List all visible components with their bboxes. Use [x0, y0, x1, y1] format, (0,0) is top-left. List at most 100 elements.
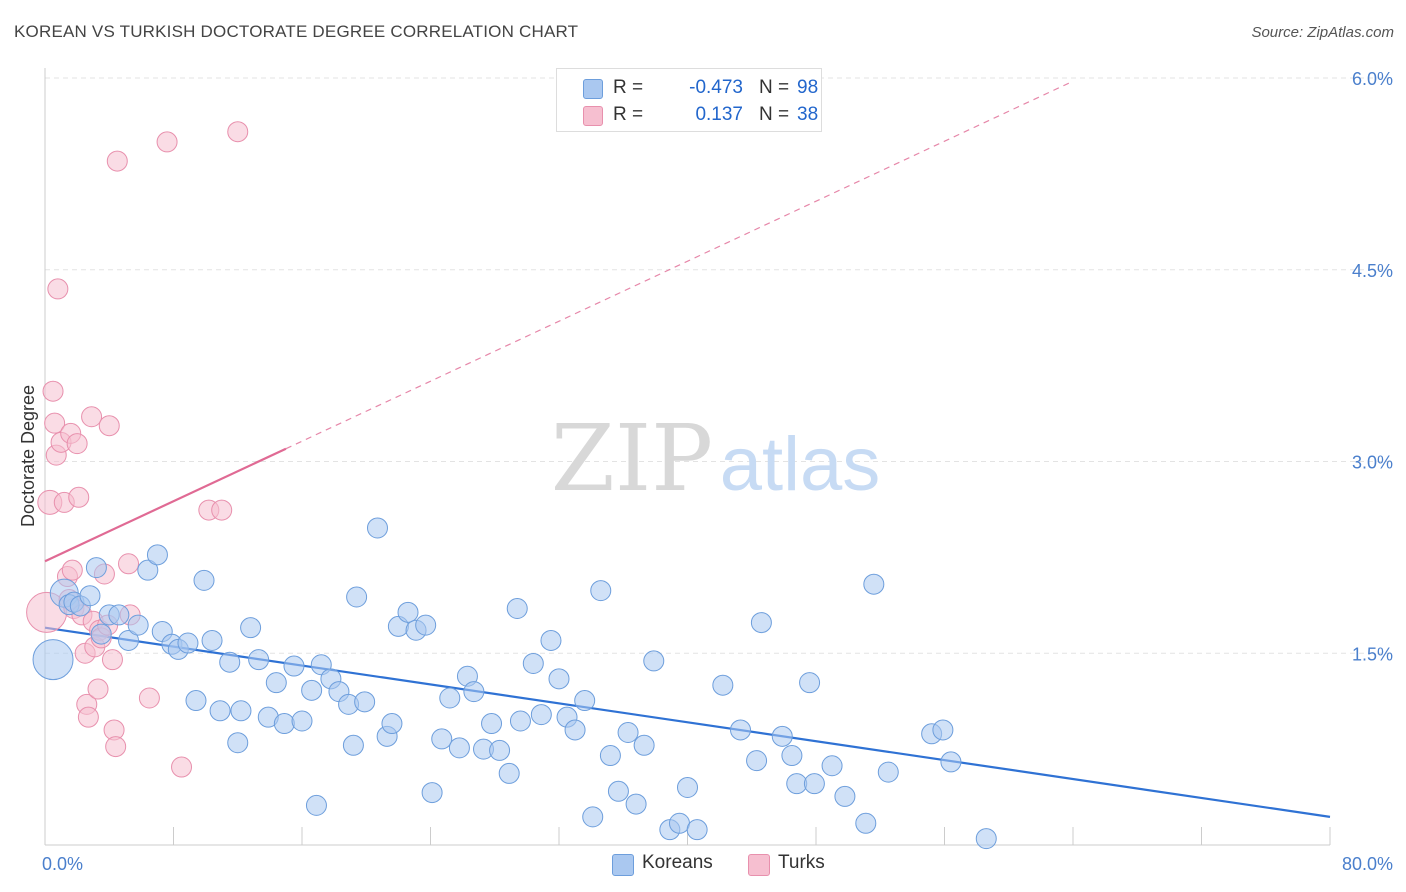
korean-point	[750, 612, 772, 634]
korean-point	[506, 598, 528, 620]
korean-point	[463, 681, 485, 703]
turk-point	[87, 678, 109, 700]
korean-point	[219, 651, 241, 673]
korean-point	[530, 704, 552, 726]
korean-swatch	[612, 854, 634, 876]
korean-point	[137, 559, 159, 581]
y-tick-label: 4.5%	[1352, 261, 1393, 281]
korean-point	[481, 713, 503, 735]
korean-point	[771, 725, 793, 747]
korean-point	[366, 517, 388, 539]
turk-point	[68, 486, 90, 508]
n-value: 38	[797, 104, 819, 125]
turk-point	[118, 553, 140, 575]
turk-point	[77, 706, 99, 728]
legend-label-turks: Turks	[778, 852, 825, 873]
n-value: 98	[797, 77, 819, 98]
turk-swatch	[748, 854, 770, 876]
korean-point	[273, 713, 295, 735]
korean-point	[127, 614, 149, 636]
korean-point	[803, 773, 825, 795]
korean-point	[746, 750, 768, 772]
korean-point	[786, 773, 808, 795]
korean-point	[863, 573, 885, 595]
korean-point	[625, 793, 647, 815]
watermark-atlas: atlas	[720, 422, 881, 507]
korean-point	[177, 632, 199, 654]
chart-title: KOREAN VS TURKISH DOCTORATE DEGREE CORRE…	[14, 22, 579, 41]
korean-point	[193, 569, 215, 591]
korean-point	[431, 728, 453, 750]
korean-point	[248, 649, 270, 671]
korean-point	[522, 652, 544, 674]
koreans-points	[32, 517, 997, 850]
korean-point	[108, 604, 130, 626]
korean-point	[821, 755, 843, 777]
turk-point	[211, 499, 233, 521]
turk-point	[81, 406, 103, 428]
korean-point	[564, 719, 586, 741]
korean-point	[230, 700, 252, 722]
korean-point	[633, 734, 655, 756]
y-tick-label: 6.0%	[1352, 69, 1393, 89]
korean-point	[85, 557, 107, 579]
korean-point	[489, 739, 511, 761]
korean-point	[397, 601, 419, 623]
turk-point	[66, 433, 88, 455]
korean-point	[607, 780, 629, 802]
korean-point	[381, 713, 403, 735]
korean-point	[975, 828, 997, 850]
korean-point	[498, 762, 520, 784]
korean-point	[574, 690, 596, 712]
turk-point	[47, 278, 69, 300]
korean-point	[617, 722, 639, 744]
korean-point	[509, 710, 531, 732]
gridlines	[45, 77, 1394, 654]
r-label: R =	[613, 104, 644, 125]
turk-point	[105, 736, 127, 758]
korean-point	[548, 668, 570, 690]
korean-point	[643, 650, 665, 672]
korean-swatch	[583, 79, 603, 99]
korean-point	[730, 719, 752, 741]
korean-point	[415, 614, 437, 636]
legend-label-koreans: Koreans	[642, 852, 713, 873]
korean-point	[301, 679, 323, 701]
watermark-zip: ZIP	[551, 405, 713, 512]
source-label: Source: ZipAtlas.com	[1251, 24, 1394, 41]
korean-point	[354, 691, 376, 713]
correlation-legend: R = -0.473 N = 98 R = 0.137 N = 38	[556, 68, 822, 132]
korean-point	[283, 655, 305, 677]
turk-trend-line	[44, 447, 287, 563]
korean-point	[185, 690, 207, 712]
korean-point	[855, 812, 877, 834]
y-tick-label: 1.5%	[1352, 644, 1393, 664]
korean-point	[421, 782, 443, 804]
korean-point	[201, 629, 223, 651]
korean-point	[265, 672, 287, 694]
korean-point	[834, 785, 856, 807]
korean-point	[118, 629, 140, 651]
korean-point	[712, 674, 734, 696]
korean-point	[439, 687, 461, 709]
turk-point	[98, 415, 120, 437]
korean-point	[146, 544, 168, 566]
turk-point	[61, 559, 83, 581]
x-tick-label: 0.0%	[42, 854, 83, 874]
watermark: ZIP atlas	[551, 405, 880, 512]
n-label: N =	[759, 104, 790, 125]
korean-point	[799, 672, 821, 694]
korean-point	[599, 745, 621, 767]
korean-point	[877, 761, 899, 783]
korean-point	[582, 806, 604, 828]
turk-point	[156, 131, 178, 153]
korean-point	[32, 639, 74, 681]
axis-labels: 1.5% 3.0% 4.5% 6.0% 0.0% 80.0% Doctorate Degre…	[18, 69, 1393, 874]
turk-point	[138, 687, 160, 709]
turk-point	[171, 756, 193, 778]
korean-point	[291, 710, 313, 732]
korean-point	[781, 745, 803, 767]
r-label: R =	[613, 77, 644, 98]
korean-point	[677, 776, 698, 798]
